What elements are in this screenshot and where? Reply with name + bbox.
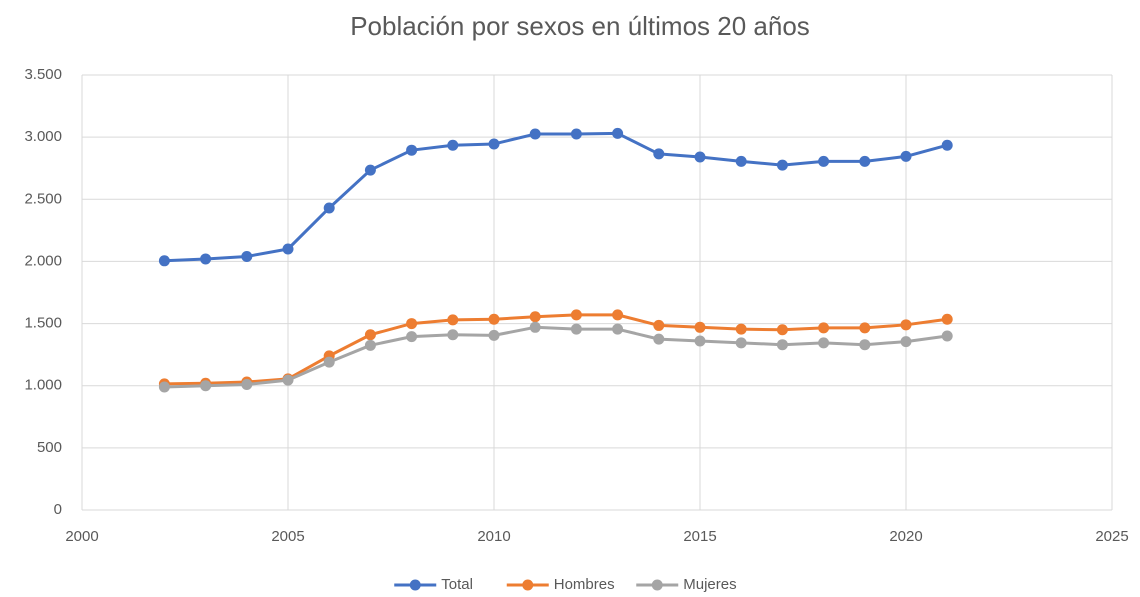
- marker: [406, 144, 418, 156]
- marker: [818, 155, 830, 167]
- marker: [406, 331, 418, 343]
- marker: [447, 139, 459, 151]
- marker: [859, 155, 871, 167]
- marker: [570, 323, 582, 335]
- marker: [859, 322, 871, 334]
- marker: [447, 314, 459, 326]
- marker: [323, 202, 335, 214]
- x-tick-label: 2005: [271, 528, 304, 545]
- y-tick-label: 3.500: [24, 66, 62, 83]
- marker: [653, 319, 665, 331]
- marker: [900, 150, 912, 162]
- marker: [941, 139, 953, 151]
- marker: [200, 380, 212, 392]
- chart-title: Población por sexos en últimos 20 años: [350, 11, 810, 41]
- marker: [941, 330, 953, 342]
- marker: [570, 128, 582, 140]
- marker: [818, 322, 830, 334]
- y-tick-label: 1.000: [24, 377, 62, 394]
- y-tick-label: 0: [54, 501, 62, 518]
- y-tick-label: 1.500: [24, 315, 62, 332]
- x-tick-label: 2010: [477, 528, 510, 545]
- marker: [776, 159, 788, 171]
- x-tick-label: 2020: [889, 528, 922, 545]
- x-tick-label: 2000: [65, 528, 98, 545]
- marker: [735, 323, 747, 335]
- legend-label: Mujeres: [683, 576, 736, 593]
- legend-marker: [651, 579, 663, 591]
- marker: [158, 255, 170, 267]
- marker: [241, 378, 253, 390]
- marker: [282, 374, 294, 386]
- marker: [612, 309, 624, 321]
- legend-marker: [409, 579, 421, 591]
- marker: [241, 250, 253, 262]
- marker: [282, 243, 294, 255]
- marker: [776, 324, 788, 336]
- x-tick-label: 2025: [1095, 528, 1128, 545]
- x-tick-label: 2015: [683, 528, 716, 545]
- marker: [900, 319, 912, 331]
- series-line: [164, 131, 948, 263]
- marker: [364, 164, 376, 176]
- marker: [900, 336, 912, 348]
- marker: [406, 318, 418, 330]
- y-tick-label: 2.500: [24, 190, 62, 207]
- marker: [488, 138, 500, 150]
- legend-label: Total: [441, 576, 473, 593]
- marker: [694, 335, 706, 347]
- marker: [488, 313, 500, 325]
- marker: [323, 356, 335, 368]
- marker: [859, 339, 871, 351]
- marker: [529, 321, 541, 333]
- marker: [529, 311, 541, 323]
- y-tick-label: 3.000: [24, 128, 62, 145]
- marker: [200, 253, 212, 265]
- marker: [694, 321, 706, 333]
- marker: [694, 151, 706, 163]
- series-line: [164, 313, 948, 386]
- legend-label: Hombres: [554, 576, 615, 593]
- marker: [364, 329, 376, 341]
- marker: [612, 127, 624, 139]
- y-tick-label: 2.000: [24, 252, 62, 269]
- marker: [941, 313, 953, 325]
- legend-marker: [522, 579, 534, 591]
- marker: [818, 337, 830, 349]
- marker: [158, 381, 170, 393]
- marker: [447, 329, 459, 341]
- marker: [735, 155, 747, 167]
- y-tick-label: 500: [37, 439, 62, 456]
- marker: [488, 329, 500, 341]
- marker: [653, 333, 665, 345]
- marker: [612, 323, 624, 335]
- marker: [364, 339, 376, 351]
- marker: [570, 309, 582, 321]
- marker: [776, 339, 788, 351]
- series-line: [164, 325, 948, 389]
- marker: [735, 337, 747, 349]
- marker: [653, 148, 665, 160]
- marker: [529, 128, 541, 140]
